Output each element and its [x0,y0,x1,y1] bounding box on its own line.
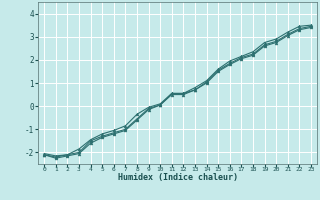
X-axis label: Humidex (Indice chaleur): Humidex (Indice chaleur) [118,173,238,182]
